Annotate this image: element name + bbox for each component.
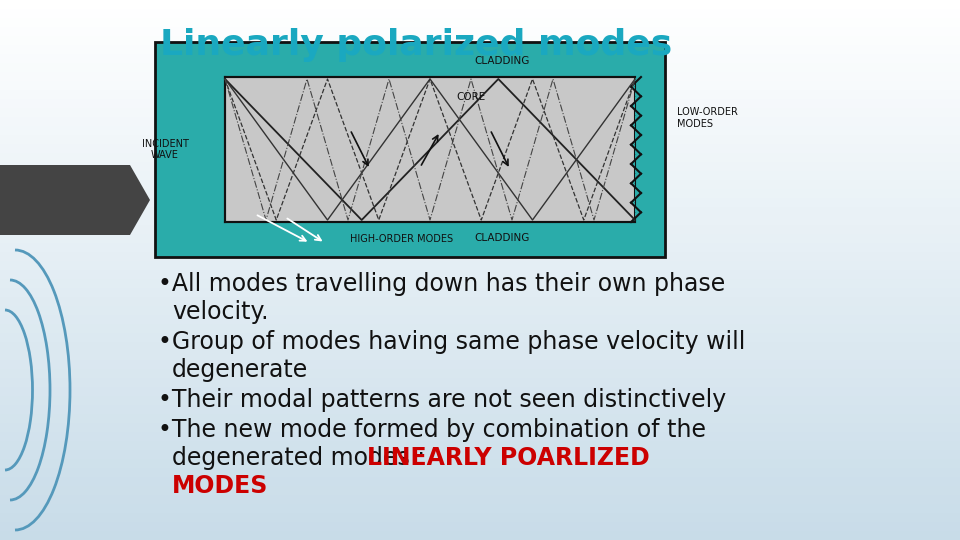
Bar: [0, 270, 960, 280]
Bar: [0, 378, 960, 388]
Text: LOW-ORDER
MODES: LOW-ORDER MODES: [677, 107, 738, 129]
Bar: [0, 279, 960, 289]
Bar: [0, 522, 960, 532]
Text: degenerated modes :: degenerated modes :: [172, 446, 433, 470]
Bar: [0, 144, 960, 154]
Bar: [0, 405, 960, 415]
Text: LINEARLY POARLIZED: LINEARLY POARLIZED: [367, 446, 650, 470]
Bar: [0, 396, 960, 406]
Bar: [0, 117, 960, 127]
Text: •Their modal patterns are not seen distinctively: •Their modal patterns are not seen disti…: [158, 388, 727, 412]
Text: degenerate: degenerate: [172, 358, 308, 382]
Bar: [0, 513, 960, 523]
Bar: [0, 216, 960, 226]
Text: •Group of modes having same phase velocity will: •Group of modes having same phase veloci…: [158, 330, 745, 354]
Polygon shape: [631, 212, 641, 222]
Bar: [0, 369, 960, 379]
Bar: [0, 333, 960, 343]
Text: CLADDING: CLADDING: [474, 56, 530, 66]
Bar: [0, 180, 960, 190]
Bar: [0, 72, 960, 82]
Bar: [0, 99, 960, 109]
Bar: [0, 360, 960, 370]
Bar: [0, 486, 960, 496]
Polygon shape: [631, 154, 641, 164]
Bar: [0, 126, 960, 136]
Bar: [0, 234, 960, 244]
Polygon shape: [631, 174, 641, 184]
Text: HIGH-ORDER MODES: HIGH-ORDER MODES: [350, 234, 453, 245]
Text: •All modes travelling down has their own phase: •All modes travelling down has their own…: [158, 272, 725, 296]
Bar: [0, 495, 960, 505]
Bar: [0, 450, 960, 460]
Polygon shape: [631, 86, 641, 96]
Polygon shape: [631, 125, 641, 135]
Bar: [0, 18, 960, 28]
Polygon shape: [631, 96, 641, 106]
Polygon shape: [631, 193, 641, 202]
Bar: [0, 198, 960, 208]
Bar: [0, 351, 960, 361]
Bar: [0, 54, 960, 64]
Text: MODES: MODES: [172, 474, 269, 498]
Bar: [0, 108, 960, 118]
Bar: [0, 90, 960, 100]
Bar: [0, 441, 960, 451]
Polygon shape: [0, 165, 150, 235]
Bar: [0, 414, 960, 424]
Bar: [0, 477, 960, 487]
Polygon shape: [631, 184, 641, 193]
Bar: [0, 306, 960, 316]
Bar: [155, 42, 665, 257]
Bar: [0, 243, 960, 253]
Bar: [0, 324, 960, 334]
Text: CORE: CORE: [457, 92, 486, 102]
Bar: [225, 77, 635, 222]
Bar: [0, 504, 960, 514]
Bar: [0, 153, 960, 163]
Bar: [0, 315, 960, 325]
Bar: [0, 45, 960, 55]
Bar: [0, 36, 960, 46]
Polygon shape: [631, 145, 641, 154]
Bar: [0, 252, 960, 262]
Polygon shape: [631, 164, 641, 174]
Bar: [0, 261, 960, 271]
Bar: [0, 288, 960, 298]
Bar: [0, 162, 960, 172]
Bar: [0, 297, 960, 307]
Bar: [0, 63, 960, 73]
Bar: [0, 207, 960, 217]
Bar: [0, 432, 960, 442]
Bar: [0, 225, 960, 235]
Text: velocity.: velocity.: [172, 300, 269, 324]
Text: INCIDENT
WAVE: INCIDENT WAVE: [141, 139, 188, 160]
Text: CLADDING: CLADDING: [474, 233, 530, 243]
Bar: [0, 0, 960, 10]
Polygon shape: [631, 116, 641, 125]
Bar: [0, 9, 960, 19]
Text: •The new mode formed by combination of the: •The new mode formed by combination of t…: [158, 418, 706, 442]
Polygon shape: [631, 77, 641, 86]
Bar: [0, 387, 960, 397]
Bar: [0, 135, 960, 145]
Bar: [0, 81, 960, 91]
Bar: [0, 531, 960, 540]
Text: Linearly polarized modes: Linearly polarized modes: [160, 28, 672, 62]
Bar: [0, 189, 960, 199]
Polygon shape: [631, 202, 641, 212]
Polygon shape: [631, 135, 641, 145]
Polygon shape: [631, 106, 641, 116]
Bar: [0, 27, 960, 37]
Bar: [0, 423, 960, 433]
Bar: [0, 459, 960, 469]
Bar: [0, 468, 960, 478]
Bar: [0, 171, 960, 181]
Bar: [0, 342, 960, 352]
